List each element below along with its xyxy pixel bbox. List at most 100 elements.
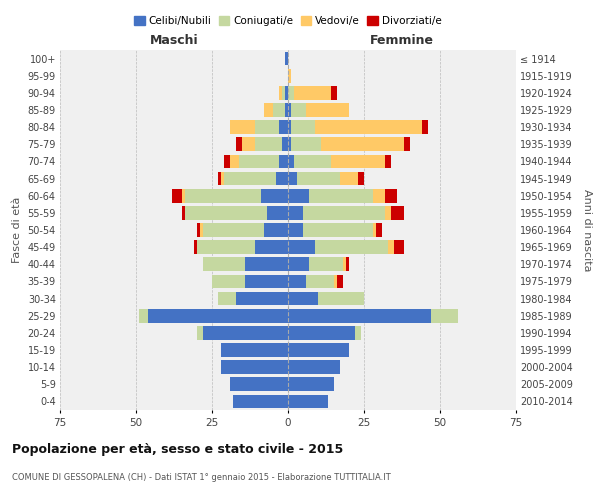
Bar: [337, 274, 343, 288]
Bar: [254, 138, 282, 151]
Bar: [236, 138, 242, 151]
Bar: [276, 172, 288, 185]
Bar: [291, 138, 322, 151]
Y-axis label: Anni di nascita: Anni di nascita: [583, 188, 592, 271]
Bar: [221, 360, 288, 374]
Bar: [194, 240, 197, 254]
Bar: [242, 138, 254, 151]
Bar: [322, 138, 404, 151]
Bar: [230, 120, 254, 134]
Bar: [279, 86, 282, 100]
Bar: [288, 138, 291, 151]
Bar: [288, 189, 309, 202]
Legend: Celibi/Nubili, Coniugati/e, Vedovi/e, Divorziati/e: Celibi/Nubili, Coniugati/e, Vedovi/e, Di…: [130, 12, 446, 30]
Bar: [306, 103, 349, 117]
Bar: [218, 172, 221, 185]
Bar: [233, 394, 288, 408]
Bar: [385, 154, 391, 168]
Bar: [303, 223, 373, 237]
Bar: [218, 292, 236, 306]
Bar: [288, 240, 316, 254]
Bar: [288, 274, 306, 288]
Bar: [288, 120, 291, 134]
Bar: [285, 86, 288, 100]
Bar: [343, 258, 346, 271]
Bar: [285, 52, 288, 66]
Bar: [254, 120, 279, 134]
Bar: [288, 154, 294, 168]
Bar: [263, 223, 288, 237]
Y-axis label: Fasce di età: Fasce di età: [12, 197, 22, 263]
Bar: [230, 154, 239, 168]
Bar: [282, 138, 288, 151]
Bar: [197, 223, 200, 237]
Bar: [273, 103, 285, 117]
Bar: [139, 309, 148, 322]
Text: Popolazione per età, sesso e stato civile - 2015: Popolazione per età, sesso e stato civil…: [12, 442, 343, 456]
Bar: [306, 274, 334, 288]
Bar: [404, 138, 410, 151]
Bar: [172, 189, 182, 202]
Bar: [285, 103, 288, 117]
Bar: [331, 86, 337, 100]
Bar: [288, 206, 303, 220]
Bar: [385, 189, 397, 202]
Bar: [288, 292, 319, 306]
Bar: [279, 154, 288, 168]
Bar: [355, 326, 361, 340]
Bar: [203, 258, 245, 271]
Bar: [334, 274, 337, 288]
Bar: [185, 206, 267, 220]
Bar: [373, 189, 385, 202]
Bar: [221, 172, 224, 185]
Bar: [294, 86, 331, 100]
Bar: [340, 172, 358, 185]
Bar: [422, 120, 428, 134]
Bar: [288, 378, 334, 391]
Bar: [294, 154, 331, 168]
Bar: [197, 326, 203, 340]
Bar: [148, 309, 288, 322]
Bar: [331, 154, 385, 168]
Bar: [346, 258, 349, 271]
Bar: [197, 240, 254, 254]
Bar: [203, 326, 288, 340]
Bar: [236, 292, 288, 306]
Bar: [288, 258, 309, 271]
Bar: [230, 378, 288, 391]
Bar: [388, 240, 394, 254]
Bar: [288, 172, 297, 185]
Bar: [182, 189, 185, 202]
Bar: [376, 223, 382, 237]
Bar: [245, 258, 288, 271]
Bar: [288, 103, 291, 117]
Bar: [431, 309, 458, 322]
Bar: [316, 240, 388, 254]
Bar: [316, 120, 422, 134]
Bar: [224, 154, 230, 168]
Bar: [319, 292, 364, 306]
Bar: [288, 309, 431, 322]
Bar: [224, 172, 276, 185]
Bar: [200, 223, 203, 237]
Bar: [203, 223, 263, 237]
Bar: [245, 274, 288, 288]
Bar: [263, 103, 273, 117]
Bar: [288, 86, 294, 100]
Bar: [239, 154, 279, 168]
Bar: [288, 326, 355, 340]
Bar: [288, 69, 291, 82]
Bar: [288, 343, 349, 357]
Bar: [182, 206, 185, 220]
Bar: [309, 258, 343, 271]
Bar: [291, 120, 316, 134]
Bar: [309, 189, 373, 202]
Bar: [260, 189, 288, 202]
Bar: [303, 206, 385, 220]
Text: COMUNE DI GESSOPALENA (CH) - Dati ISTAT 1° gennaio 2015 - Elaborazione TUTTITALI: COMUNE DI GESSOPALENA (CH) - Dati ISTAT …: [12, 472, 391, 482]
Bar: [288, 223, 303, 237]
Bar: [385, 206, 391, 220]
Bar: [282, 86, 285, 100]
Text: Femmine: Femmine: [370, 34, 434, 46]
Bar: [254, 240, 288, 254]
